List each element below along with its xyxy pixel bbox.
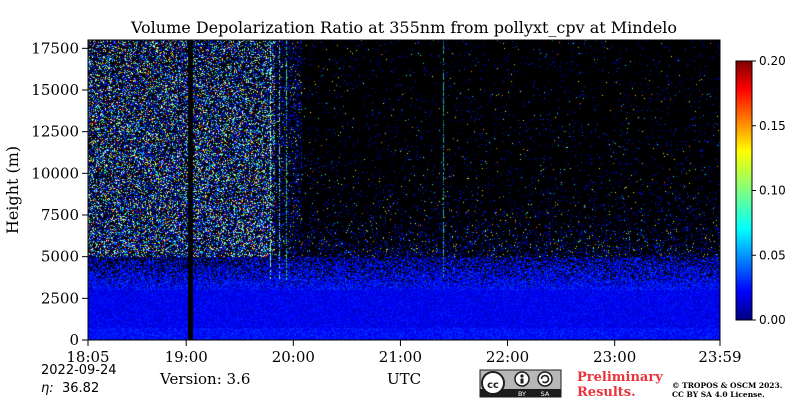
plot-frame [87,39,721,341]
colorbar-gradient [735,60,753,321]
y-tick-label: 10000 [31,164,79,182]
footer: 2022-09-24 η: 36.82 Version: 3.6 cc BY S… [41,363,782,400]
x-tick-label: 23:59 [698,348,741,366]
x-tick-label: 22:00 [486,348,529,366]
x-axis-ticks: 18:05 19:00 20:00 21:00 22:00 23:00 23:59 [66,340,742,366]
heatmap-image [88,40,720,340]
plot-area: 18:05 19:00 20:00 21:00 22:00 23:00 23:59 0 250… [31,39,741,366]
badge-footer [480,389,561,397]
by-person-head [520,374,524,378]
y-tick-label: 7500 [41,206,79,224]
sa-share-arrow [540,374,550,384]
x-tick-label: 18:05 [66,348,109,366]
x-tick-label: 19:00 [165,348,208,366]
eta-symbol: η: [41,381,54,396]
sa-share-icon [537,371,553,387]
x-tick-label: 23:00 [593,348,636,366]
x-tick-label: 20:00 [272,348,315,366]
results-label: Results. [577,385,636,400]
y-tick-label: 15000 [31,81,79,99]
colorbar-tick-label: 0.10 [759,184,786,198]
copyright-line-1: © TROPOS & OSCM 2023. [672,381,782,390]
x-axis-label: UTC [387,370,421,388]
y-tick-label: 17500 [31,39,79,57]
copyright-line-2: CC BY SA 4.0 License. [672,390,765,399]
chart-title: Volume Depolarization Ratio at 355nm fro… [130,18,677,37]
colorbar-tick-label: 0.00 [759,313,786,327]
colorbar-tick-label: 0.05 [759,248,786,262]
cc-icon [481,371,505,395]
y-tick-label: 12500 [31,123,79,141]
colorbar-tick-label: 0.20 [759,54,786,68]
by-label: BY [518,390,526,398]
colorbar: 0.00 0.05 0.10 0.15 0.20 [735,54,786,327]
heatmap-pixels [88,40,720,340]
colorbar-tick-label: 0.15 [759,119,786,133]
version-label: Version: 3.6 [159,370,250,388]
y-tick-label: 0 [69,331,79,349]
eta-value: 36.82 [62,381,99,396]
y-tick-label: 2500 [41,289,79,307]
y-tick-label: 5000 [41,248,79,266]
y-axis-label: Height (m) [3,146,22,234]
date-label: 2022-09-24 [41,363,117,378]
colorbar-ticks: 0.00 0.05 0.10 0.15 0.20 [752,54,786,327]
cc-by-sa-badge: cc BY SA [479,369,562,398]
by-person-body [520,378,524,384]
preliminary-label: Preliminary [577,370,663,385]
cc-icon-text: cc [487,380,499,391]
sa-label: SA [541,390,550,398]
y-axis-ticks: 0 2500 5000 7500 10000 12500 15000 17500 [31,39,88,349]
x-tick-label: 21:00 [379,348,422,366]
